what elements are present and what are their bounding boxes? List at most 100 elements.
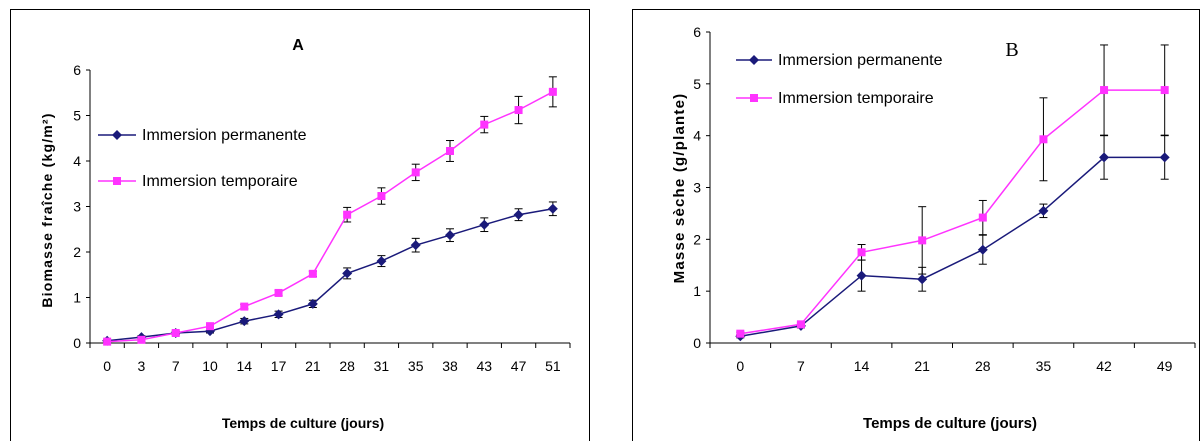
chart-a-x-tick-label: 3 (138, 358, 146, 374)
legend-diamond-icon (749, 55, 759, 65)
chart-a-x-axis-label: Temps de culture (jours) (222, 415, 384, 431)
chart-a-series-permanente-point (376, 256, 387, 267)
chart-a-series-temporaire-point (103, 337, 112, 346)
chart-b-y-tick-label: 3 (693, 180, 701, 196)
chart-a-series-permanente-point (239, 316, 250, 327)
chart-a-x-tick-label: 17 (271, 358, 287, 374)
chart-b-series-temporaire-point (918, 236, 927, 245)
chart-a-series-permanente-point (513, 209, 524, 220)
chart-a: A 0 1 2 3 4 5 6 0 3 7 10 14 17 21 28 31 35 38 43 47 51 Temps… (10, 9, 590, 441)
chart-b-x-tick-label: 35 (1036, 358, 1052, 374)
chart-a-x-tick-label: 10 (202, 358, 218, 374)
chart-a-series-temporaire-point (274, 288, 283, 297)
chart-a-series-temporaire-point (137, 335, 146, 344)
chart-a-series-permanente-point (445, 230, 455, 241)
chart-a-y-tick-label: 6 (73, 62, 81, 78)
chart-b-series-permanente-point (1099, 152, 1110, 163)
chart-a-series-temporaire-line (107, 91, 554, 343)
chart-a-series-permanente-point (342, 268, 353, 279)
chart-a-series-permanente-line (107, 208, 554, 342)
chart-b-y-tick-label: 0 (693, 335, 701, 351)
chart-a-title: A (292, 37, 304, 54)
chart-a-y-tick-label: 0 (73, 335, 81, 351)
chart-a-y-tick-label: 2 (73, 244, 81, 260)
chart-b: B 0 1 2 3 4 5 6 0 7 14 21 28 35 42 49 Temps de culture… (632, 9, 1200, 441)
chart-b-y-tick-label: 6 (693, 24, 701, 40)
chart-a-series-temporaire-point (446, 146, 454, 155)
chart-b-series-temporaire-point (1100, 86, 1109, 95)
chart-a-x-tick-label: 38 (442, 358, 458, 374)
chart-a-y-tick-label: 4 (73, 153, 81, 169)
chart-b-series-permanente-point (977, 244, 988, 255)
chart-a-series-temporaire-point (308, 269, 317, 278)
chart-b-plot-area: 0 1 2 3 4 5 6 0 7 14 21 28 35 42 49 (693, 24, 1196, 374)
chart-a-series-permanente-point (547, 203, 558, 214)
chart-b-series-temporaire-point (796, 320, 805, 329)
chart-a-series-temporaire-point (548, 87, 557, 96)
chart-b-series-temporaire-point (1039, 135, 1048, 144)
chart-b-series-permanente-point (1038, 205, 1049, 216)
chart-a-series-temporaire-point (206, 322, 214, 331)
chart-a-y-tick-label: 1 (73, 290, 81, 306)
chart-b-series-temporaire-point (978, 213, 987, 222)
chart-b-y-tick-label: 1 (693, 283, 701, 299)
chart-a-x-tick-label: 51 (545, 358, 561, 374)
chart-a-x-tick-label: 35 (408, 358, 424, 374)
chart-a-series-temporaire-point (377, 192, 386, 201)
chart-a-series-permanente-point (273, 309, 284, 320)
chart-b-x-tick-label: 28 (975, 358, 991, 374)
chart-a-legend: Immersion permanente Immersion temporair… (98, 127, 307, 190)
chart-b-series-temporaire-point (736, 329, 745, 338)
chart-a-x-tick-label: 0 (103, 358, 111, 374)
chart-b-series-permanente-point (856, 270, 867, 281)
chart-a-series-temporaire-point (171, 328, 180, 337)
chart-b-frame (632, 9, 1200, 441)
chart-a-y-tick-label: 5 (73, 108, 81, 124)
chart-a-series-temporaire-point (240, 302, 249, 311)
legend-diamond-icon (112, 130, 122, 140)
chart-a-x-tick-label: 21 (305, 358, 321, 374)
legend-label-permanente: Immersion permanente (778, 52, 943, 69)
chart-b-y-axis-label: Masse sèche (g/plante) (671, 93, 688, 284)
chart-b-series-temporaire-point (1160, 86, 1169, 95)
chart-a-series-permanente-point (479, 219, 490, 230)
chart-a-y-tick-label: 3 (73, 199, 81, 215)
chart-a-series-temporaire-point (480, 120, 489, 129)
chart-a-y-axis-label: Biomasse fraîche (kg/m²) (39, 112, 55, 307)
legend-square-icon (113, 177, 121, 185)
legend-square-icon (750, 94, 758, 102)
chart-b-x-tick-label: 21 (914, 358, 930, 374)
legend-label-permanente: Immersion permanente (142, 127, 307, 144)
chart-a-series-permanente-point (410, 240, 421, 251)
chart-a-x-tick-label: 43 (476, 358, 492, 374)
chart-a-x-tick-label: 28 (339, 358, 355, 374)
chart-b-x-tick-label: 14 (854, 358, 870, 374)
legend-label-temporaire: Immersion temporaire (142, 173, 298, 190)
chart-b-legend: Immersion permanente Immersion temporair… (736, 52, 943, 107)
chart-b-series-permanente-line (740, 156, 1165, 338)
chart-b-x-tick-label: 7 (797, 358, 805, 374)
chart-b-series-temporaire-point (857, 248, 866, 257)
chart-b-y-tick-label: 4 (693, 128, 701, 144)
chart-b-series-temporaire-line (740, 89, 1165, 335)
chart-a-x-tick-label: 31 (374, 358, 390, 374)
chart-b-series-permanente-point (917, 274, 928, 285)
chart-b-series-permanente-point (1159, 152, 1170, 163)
chart-a-plot-area: 0 1 2 3 4 5 6 0 3 7 10 14 17 21 28 31 35 38 43 47 51 (73, 62, 571, 374)
chart-a-series-temporaire-point (343, 210, 352, 219)
chart-a-series-temporaire-point (514, 106, 523, 115)
chart-b-x-tick-label: 49 (1157, 358, 1173, 374)
legend-label-temporaire: Immersion temporaire (778, 90, 934, 107)
chart-a-series-temporaire-point (411, 168, 420, 177)
chart-b-x-tick-label: 42 (1096, 358, 1112, 374)
chart-b-y-tick-label: 2 (693, 231, 701, 247)
chart-a-frame (10, 9, 590, 441)
chart-b-y-tick-label: 5 (693, 76, 701, 92)
chart-a-series-permanente-point (307, 298, 318, 309)
chart-a-x-tick-label: 14 (236, 358, 252, 374)
chart-b-x-axis-label: Temps de culture (jours) (863, 415, 1037, 432)
chart-b-x-tick-label: 0 (736, 358, 744, 374)
chart-b-title: B (1005, 39, 1018, 61)
chart-a-x-tick-label: 47 (511, 358, 527, 374)
chart-a-x-tick-label: 7 (172, 358, 180, 374)
